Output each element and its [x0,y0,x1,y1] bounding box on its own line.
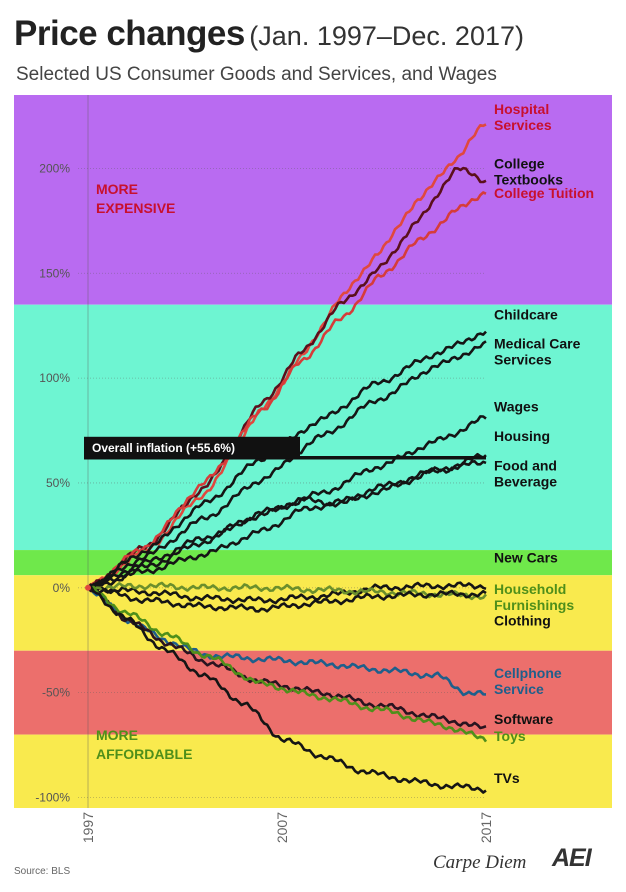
y-tick-label: 50% [46,476,70,490]
inflation-marker: Overall inflation (+55.6%) [84,436,486,460]
y-tick-label: 0% [53,581,71,595]
series-label-toys: Toys [494,728,526,744]
series-label-software: Software [494,711,553,727]
title-main: Price changes [14,14,245,53]
series-label-housing: Housing [494,428,550,444]
title-range: (Jan. 1997–Dec. 2017) [249,21,524,51]
series-line-software [87,586,487,730]
series-label-hospital-services: Hospital Services [494,101,552,133]
chart-subtitle: Selected US Consumer Goods and Services,… [16,64,497,85]
series-lines [85,123,488,794]
series-labels: Hospital Services College TextbooksCollege … [494,101,594,786]
page-title: Price changes (Jan. 1997–Dec. 2017) [14,14,524,54]
series-label-food-and-beverage: Food and Beverage [494,457,557,489]
series-line-medical-care-services [87,340,487,592]
annotation-more-affordable: MORE AFFORDABLE [96,727,192,762]
series-label-medical-care-services: Medical Care Services [494,336,581,368]
series-line-cellphone-service [87,586,487,697]
y-tick-label: -50% [42,686,70,700]
y-tick-label: 150% [39,266,70,280]
x-tick-label: 2007 [274,812,290,843]
zone-annotations: MORE EXPENSIVE MORE AFFORDABLE [96,181,192,762]
x-tick-label: 2017 [478,812,494,843]
series-label-tvs: TVs [494,770,520,786]
annotation-more-expensive: MORE EXPENSIVE [96,181,175,216]
series-label-new-cars: New Cars [494,550,558,566]
aei-logo: AEI [552,844,592,872]
carpe-diem-credit: Carpe Diem [433,852,527,873]
series-line-housing [87,452,487,589]
zone-band-5 [14,734,612,808]
y-axis-ticks: 200% 150% 100% 50% 0% -50% -100% [35,161,70,804]
series-label-wages: Wages [494,399,539,415]
series-label-cellphone-service: Cellphone Service [494,665,562,697]
y-tick-label: 100% [39,371,70,385]
inflation-label-box [84,436,300,459]
series-line-college-tuition [87,191,487,589]
inflation-label: Overall inflation (+55.6%) [92,441,235,455]
series-label-college-tuition: College Tuition [494,185,594,201]
series-line-food-and-beverage [87,460,487,590]
series-line-wages [87,415,487,590]
series-line-clothing [87,586,487,613]
series-line-new-cars [87,581,487,605]
series-label-childcare: Childcare [494,306,558,322]
series-line-tvs [87,585,487,794]
series-line-toys [87,585,488,743]
y-tick-label: -100% [35,791,70,805]
series-label-household-furnishings: Household Furnishings [494,581,574,613]
zone-band-0 [14,95,612,305]
y-tick-label: 200% [39,161,70,175]
source-note: Source: BLS [14,866,71,877]
series-label-college-textbooks: College Textbooks [494,155,563,187]
origin-marker [85,584,91,591]
x-axis-ticks: 1997 2007 2017 [80,812,494,843]
x-tick-label: 1997 [80,812,96,843]
series-label-clothing: Clothing [494,613,551,629]
